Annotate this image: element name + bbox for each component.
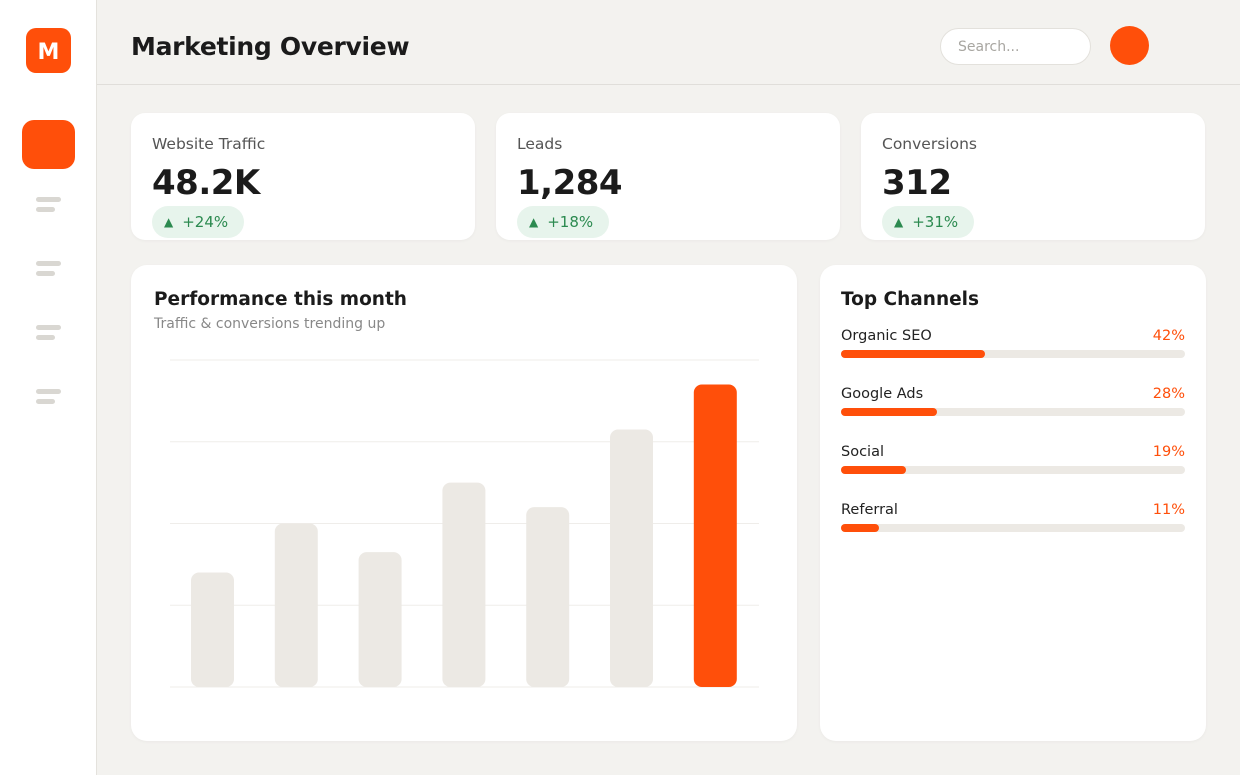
channel-progress-fill bbox=[841, 408, 938, 416]
channel-progress-track bbox=[841, 350, 1185, 358]
top-channels-card: Top Channels Organic SEO 42% Google Ads 28%… bbox=[820, 265, 1206, 741]
kpi-label: Leads bbox=[517, 135, 563, 153]
sidebar-item-menu-icon[interactable] bbox=[36, 261, 62, 281]
kpi-card-website-traffic: Website Traffic 48.2K ▲ +24% bbox=[131, 113, 475, 240]
kpi-label: Website Traffic bbox=[152, 135, 266, 153]
top-header: Marketing Overview bbox=[97, 0, 1240, 85]
avatar[interactable] bbox=[1110, 26, 1149, 65]
kpi-card-leads: Leads 1,284 ▲ +18% bbox=[496, 113, 840, 240]
performance-subtitle: Traffic & conversions trending up bbox=[154, 316, 386, 332]
performance-title: Performance this month bbox=[154, 289, 407, 310]
kpi-delta-value: +31% bbox=[912, 213, 959, 231]
channel-name: Google Ads bbox=[841, 386, 924, 402]
sidebar-item-active[interactable] bbox=[22, 120, 75, 169]
channel-progress-track bbox=[841, 524, 1185, 532]
page-title: Marketing Overview bbox=[131, 32, 410, 61]
kpi-delta-badge: ▲ +31% bbox=[882, 206, 975, 238]
sidebar-item-menu-icon[interactable] bbox=[36, 325, 62, 345]
sidebar-item-menu-icon[interactable] bbox=[36, 197, 62, 217]
chart-bar[interactable] bbox=[610, 429, 653, 687]
performance-card: Performance this month Traffic & convers… bbox=[131, 265, 797, 741]
channel-name: Organic SEO bbox=[841, 328, 932, 344]
channel-percent: 28% bbox=[1152, 386, 1185, 402]
performance-bar-chart bbox=[170, 359, 759, 688]
chart-bar[interactable] bbox=[442, 482, 486, 687]
sidebar-item-menu-icon[interactable] bbox=[36, 389, 62, 409]
channel-name: Referral bbox=[841, 502, 898, 518]
channel-progress-track bbox=[841, 408, 1185, 416]
trend-up-icon: ▲ bbox=[164, 215, 174, 229]
trend-up-icon: ▲ bbox=[529, 215, 539, 229]
brand-logo[interactable]: M bbox=[26, 28, 71, 73]
channel-percent: 19% bbox=[1152, 444, 1185, 460]
channel-row[interactable]: Organic SEO 42% bbox=[841, 328, 1185, 368]
chart-bar[interactable] bbox=[191, 572, 234, 687]
chart-bar[interactable] bbox=[358, 552, 402, 687]
sidebar: M bbox=[0, 0, 97, 775]
channel-row[interactable]: Social 19% bbox=[841, 444, 1185, 484]
channel-percent: 42% bbox=[1152, 328, 1185, 344]
channel-progress-fill bbox=[841, 350, 986, 358]
kpi-value: 1,284 bbox=[517, 163, 623, 203]
channel-progress-fill bbox=[841, 466, 907, 474]
channel-name: Social bbox=[841, 444, 884, 460]
kpi-value: 48.2K bbox=[152, 163, 260, 203]
kpi-delta-value: +24% bbox=[182, 213, 229, 231]
channel-progress-track bbox=[841, 466, 1185, 474]
chart-bar[interactable] bbox=[274, 523, 318, 688]
channel-row[interactable]: Referral 11% bbox=[841, 502, 1185, 542]
kpi-label: Conversions bbox=[882, 135, 977, 153]
chart-bar[interactable] bbox=[526, 507, 570, 687]
kpi-value: 312 bbox=[882, 163, 952, 203]
chart-bar-highlight[interactable] bbox=[693, 384, 737, 687]
kpi-delta-value: +18% bbox=[547, 213, 594, 231]
kpi-card-conversions: Conversions 312 ▲ +31% bbox=[861, 113, 1205, 240]
channel-progress-fill bbox=[841, 524, 879, 532]
kpi-delta-badge: ▲ +18% bbox=[517, 206, 610, 238]
search-input[interactable] bbox=[940, 28, 1091, 65]
trend-up-icon: ▲ bbox=[894, 215, 904, 229]
channel-percent: 11% bbox=[1152, 502, 1185, 518]
logo-letter: M bbox=[37, 40, 60, 65]
kpi-delta-badge: ▲ +24% bbox=[152, 206, 245, 238]
channel-row[interactable]: Google Ads 28% bbox=[841, 386, 1185, 426]
top-channels-title: Top Channels bbox=[841, 289, 980, 310]
